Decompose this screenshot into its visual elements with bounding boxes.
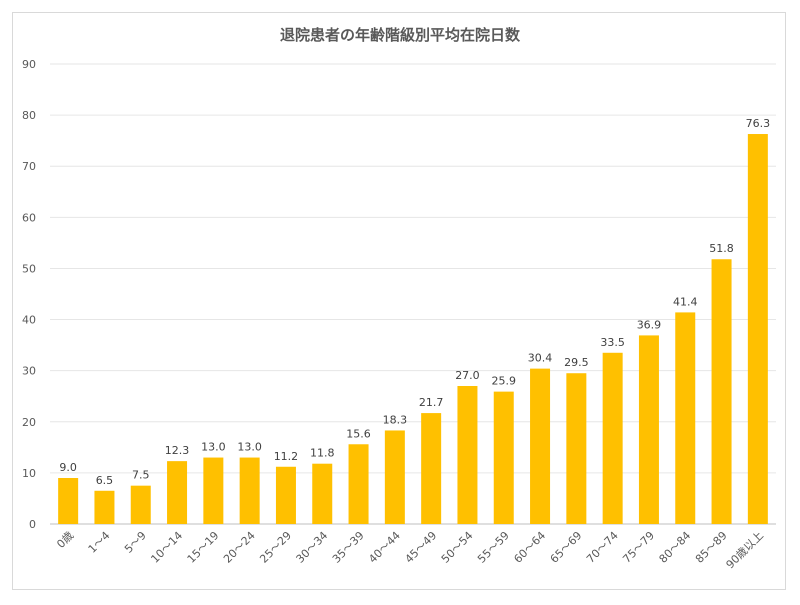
data-label-7: 11.8	[310, 447, 335, 460]
x-tick-label-17: 80～84	[657, 529, 694, 566]
bar-6	[275, 466, 296, 524]
data-label-19: 76.3	[746, 117, 771, 130]
x-tick-label-0: 0歳	[54, 529, 76, 551]
gridlines	[50, 63, 776, 525]
bar-15	[602, 352, 623, 524]
y-axis-ticks: 0 10 20 30 40 50 60 70 80 90	[22, 58, 36, 531]
x-tick-label-9: 40～44	[366, 529, 403, 566]
data-label-16: 36.9	[637, 318, 662, 331]
x-tick-label-4: 15～19	[185, 529, 222, 566]
y-tick-label: 20	[22, 416, 36, 429]
data-label-18: 51.8	[709, 242, 734, 255]
data-label-12: 25.9	[492, 375, 517, 388]
y-tick-label: 60	[22, 211, 36, 224]
x-tick-label-5: 20～24	[221, 529, 258, 566]
x-tick-label-6: 25～29	[257, 529, 294, 566]
data-label-10: 21.7	[419, 396, 444, 409]
data-label-2: 7.5	[132, 469, 150, 482]
bar-4	[203, 457, 224, 524]
data-label-5: 13.0	[237, 441, 262, 454]
x-tick-label-7: 30～34	[294, 529, 331, 566]
bar-18	[711, 259, 732, 524]
x-tick-label-11: 50～54	[439, 529, 476, 566]
bar-2	[130, 485, 151, 524]
y-tick-label: 80	[22, 109, 36, 122]
bar-14	[566, 373, 587, 524]
data-label-6: 11.2	[274, 450, 299, 463]
y-tick-label: 0	[29, 518, 36, 531]
bar-5	[239, 457, 260, 524]
x-tick-label-1: 1～4	[86, 529, 113, 556]
x-tick-label-2: 5～9	[122, 529, 149, 556]
x-tick-label-8: 35～39	[330, 529, 367, 566]
bars	[58, 134, 768, 524]
data-label-8: 15.6	[346, 427, 371, 440]
y-tick-label: 10	[22, 467, 36, 480]
y-tick-label: 50	[22, 262, 36, 275]
bar-12	[493, 391, 514, 524]
bar-13	[530, 368, 551, 524]
x-tick-label-14: 65～69	[548, 529, 585, 566]
bar-1	[94, 490, 115, 524]
bar-7	[312, 463, 333, 524]
data-label-17: 41.4	[673, 295, 698, 308]
data-labels: 9.0 6.5 7.5 12.3 13.0 13.0 11.2 11.8 15.6 18.3 21.…	[59, 117, 770, 487]
y-tick-label: 70	[22, 160, 36, 173]
bar-17	[675, 312, 696, 524]
x-tick-label-12: 55～59	[475, 529, 512, 566]
data-label-14: 29.5	[564, 356, 589, 369]
bar-0	[58, 478, 79, 524]
bar-3	[167, 461, 188, 524]
x-tick-label-3: 10～14	[148, 529, 185, 566]
bar-10	[421, 413, 442, 524]
data-label-4: 13.0	[201, 441, 226, 454]
x-tick-label-10: 45～49	[403, 529, 440, 566]
data-label-11: 27.0	[455, 369, 480, 382]
bar-11	[457, 386, 478, 524]
bar-9	[384, 430, 405, 524]
data-label-1: 6.5	[96, 474, 114, 487]
x-tick-label-19: 90歳以上	[724, 529, 766, 571]
x-tick-label-16: 75～79	[620, 529, 657, 566]
data-label-3: 12.3	[165, 444, 190, 457]
data-label-13: 30.4	[528, 352, 553, 365]
chart-title: 退院患者の年齢階級別平均在院日数	[279, 26, 520, 44]
y-tick-label: 40	[22, 314, 36, 327]
data-label-0: 9.0	[59, 461, 77, 474]
x-axis-ticks: 0歳 1～4 5～9 10～14 15～19 20～24 25～29 30～34 35～39 40…	[54, 529, 766, 571]
x-tick-label-15: 70～74	[584, 529, 621, 566]
bar-16	[638, 335, 659, 524]
y-tick-label: 30	[22, 365, 36, 378]
y-tick-label: 90	[22, 58, 36, 71]
data-label-15: 33.5	[600, 336, 625, 349]
data-label-9: 18.3	[383, 413, 408, 426]
bar-8	[348, 444, 369, 524]
bar-19	[747, 134, 768, 524]
x-tick-label-13: 60～64	[511, 529, 548, 566]
